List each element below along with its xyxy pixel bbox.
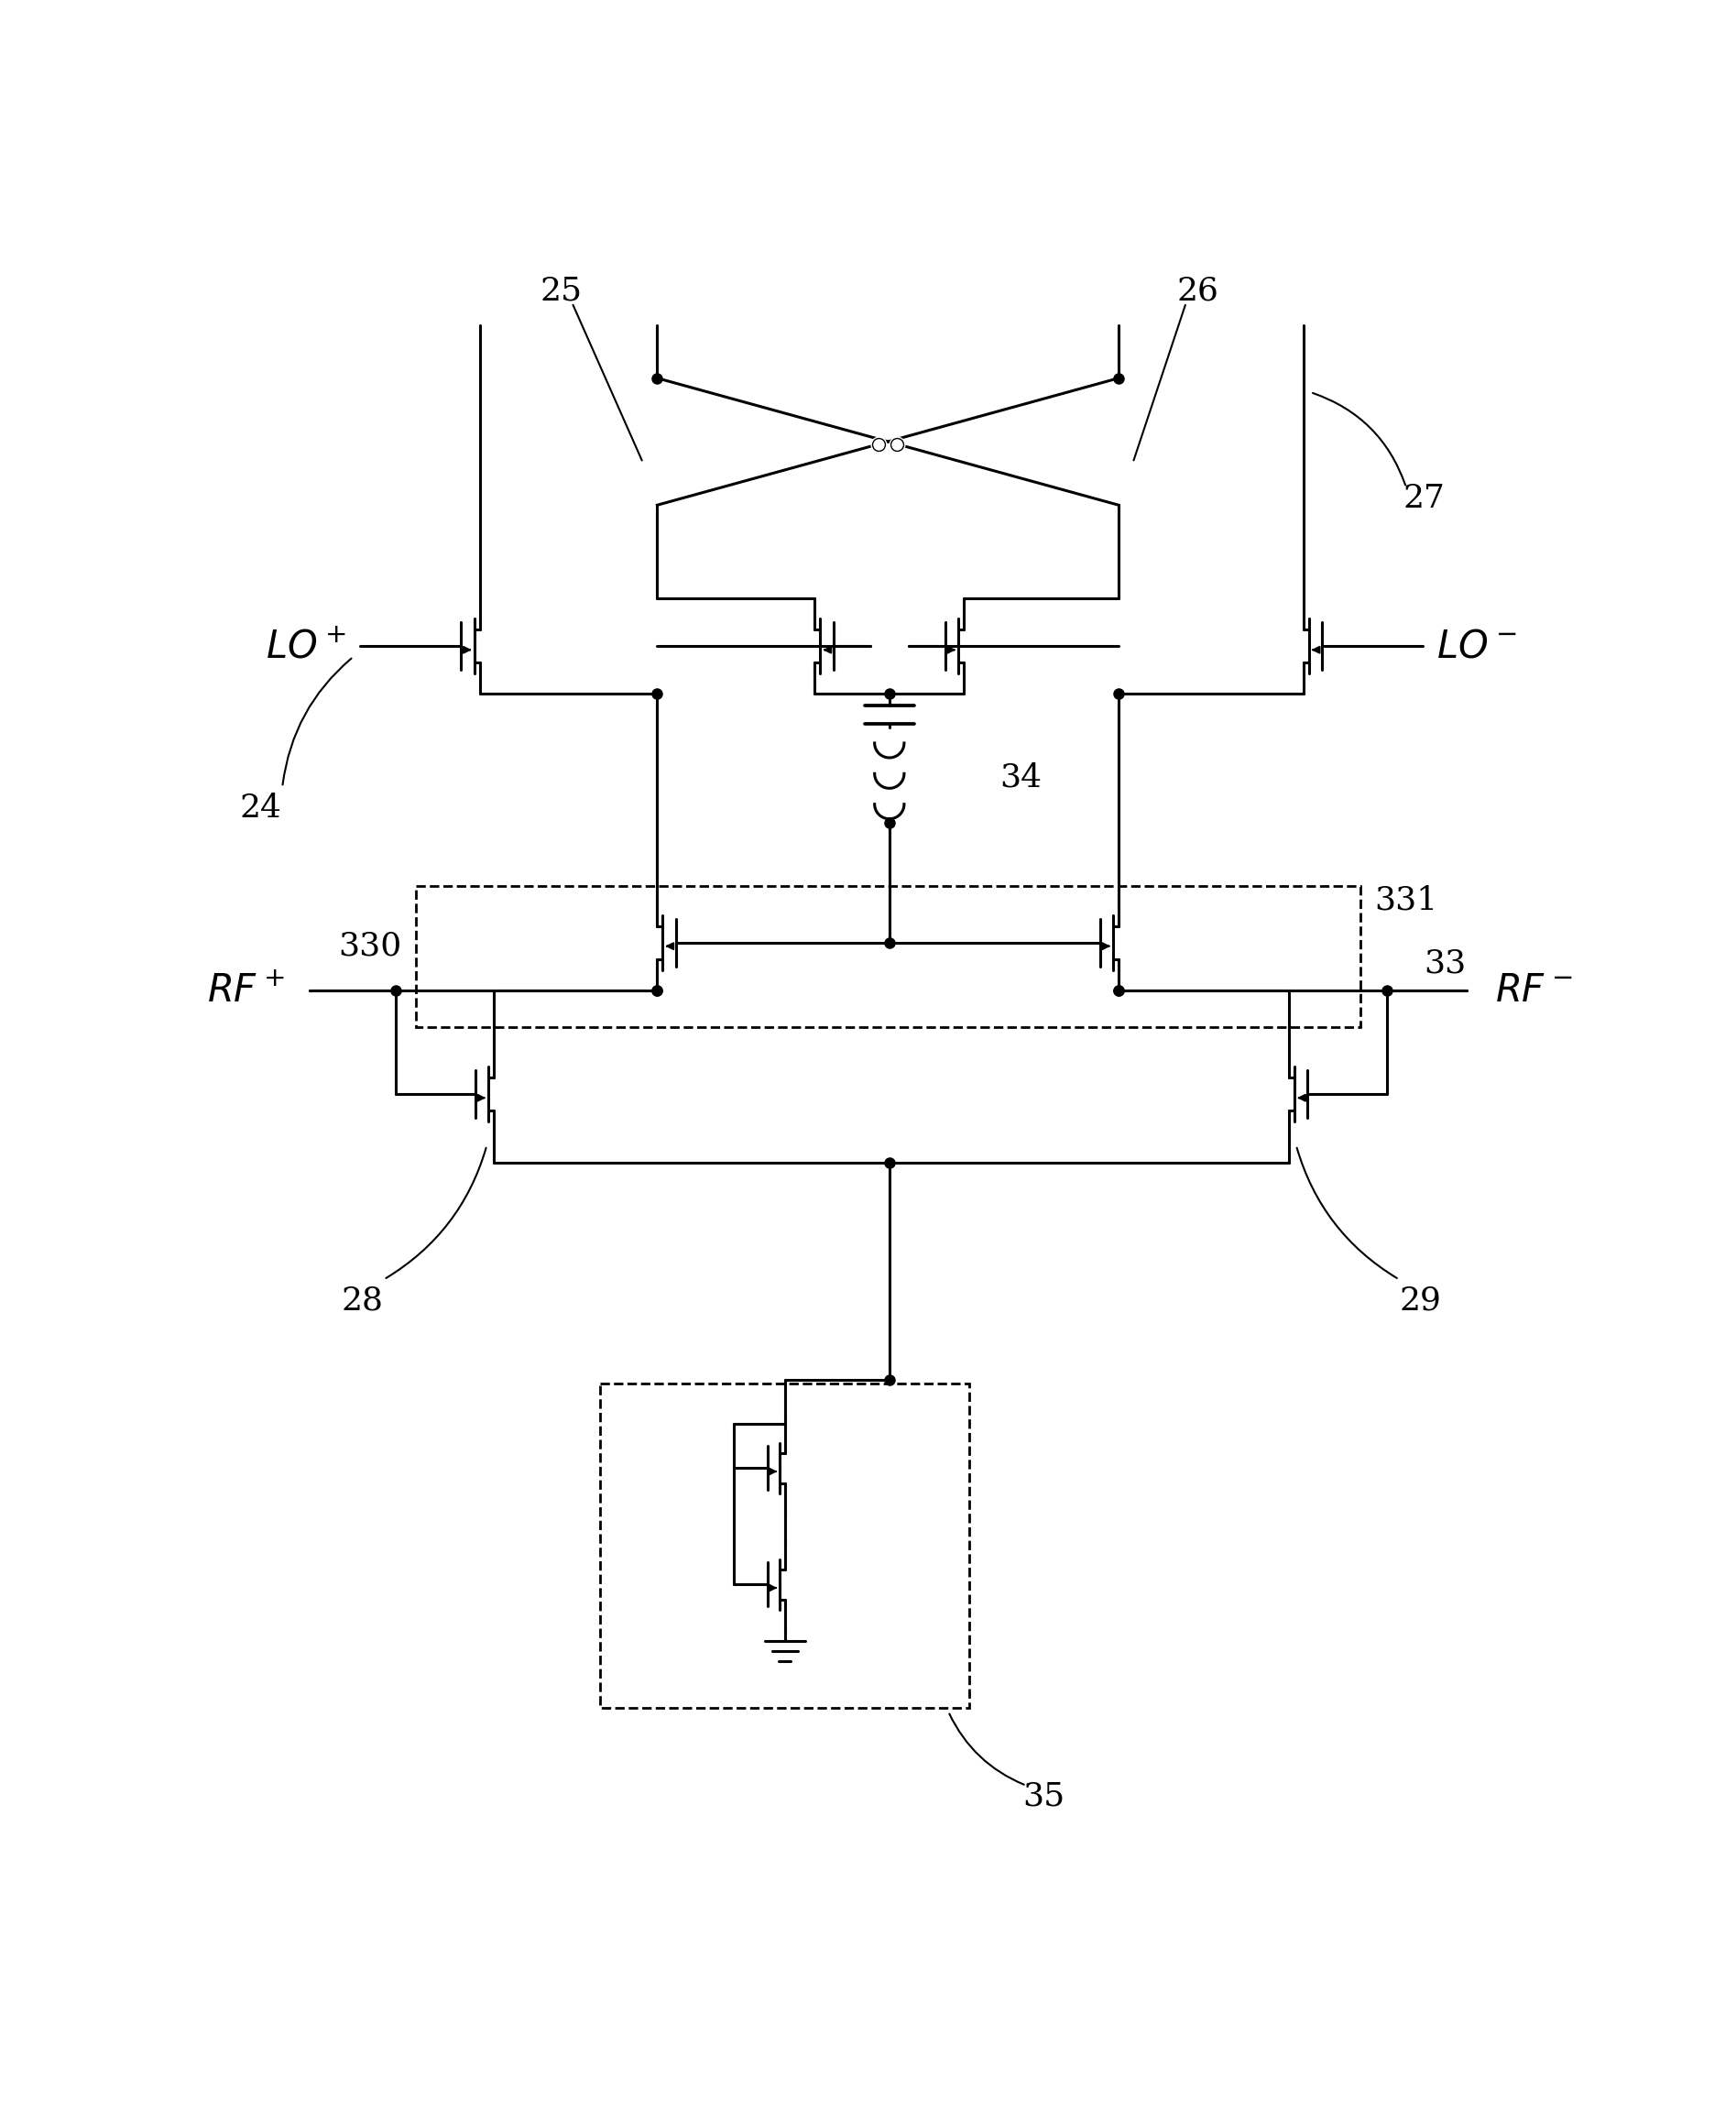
- Text: 25: 25: [540, 276, 583, 308]
- Text: 34: 34: [1000, 762, 1042, 794]
- Text: 330: 330: [339, 929, 401, 961]
- Text: $LO^-$: $LO^-$: [1437, 626, 1517, 666]
- Text: $RF^-$: $RF^-$: [1495, 972, 1573, 1010]
- Text: 27: 27: [1403, 482, 1444, 514]
- Text: $LO^+$: $LO^+$: [266, 626, 345, 666]
- Bar: [417, 887, 1359, 1027]
- Text: $RF^+$: $RF^+$: [207, 972, 285, 1010]
- Text: 331: 331: [1375, 885, 1437, 917]
- Text: 24: 24: [240, 794, 281, 823]
- Text: 28: 28: [342, 1286, 384, 1316]
- Text: 29: 29: [1399, 1286, 1441, 1316]
- Text: 35: 35: [1023, 1780, 1066, 1812]
- Text: 26: 26: [1177, 276, 1219, 308]
- Bar: [601, 1384, 970, 1708]
- Text: 33: 33: [1424, 949, 1467, 978]
